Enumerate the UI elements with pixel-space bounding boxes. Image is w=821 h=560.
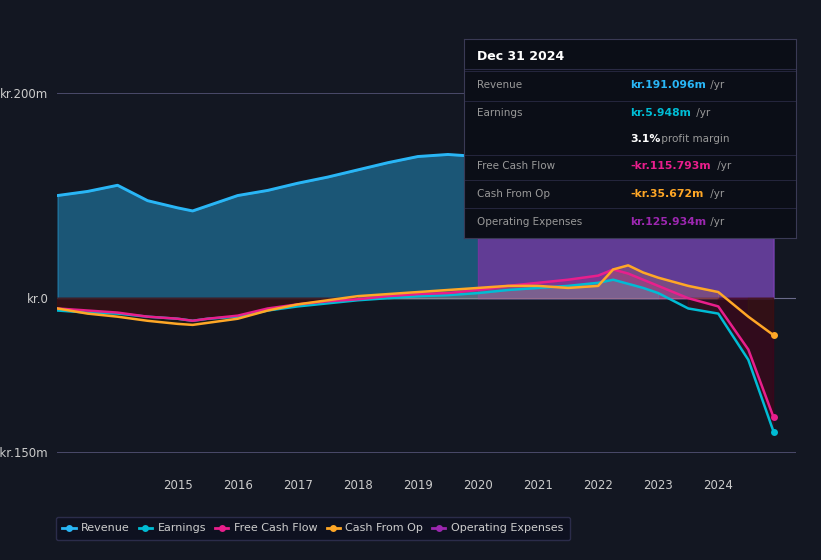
Text: Dec 31 2024: Dec 31 2024 (477, 50, 564, 63)
Legend: Revenue, Earnings, Free Cash Flow, Cash From Op, Operating Expenses: Revenue, Earnings, Free Cash Flow, Cash … (56, 517, 570, 540)
Text: -kr.35.672m: -kr.35.672m (631, 189, 704, 199)
Text: /yr: /yr (707, 217, 724, 227)
Point (767, 413, 780, 422)
Text: /yr: /yr (707, 80, 724, 90)
Point (767, 427, 780, 436)
Text: Revenue: Revenue (477, 80, 522, 90)
Point (767, 165, 780, 174)
Text: /yr: /yr (714, 161, 732, 171)
Text: Earnings: Earnings (477, 108, 523, 118)
Text: Operating Expenses: Operating Expenses (477, 217, 582, 227)
Point (767, 330, 780, 339)
Text: 3.1%: 3.1% (631, 134, 660, 143)
Text: kr.125.934m: kr.125.934m (631, 217, 706, 227)
Text: kr.5.948m: kr.5.948m (631, 108, 691, 118)
Text: -kr.115.793m: -kr.115.793m (631, 161, 711, 171)
Text: kr.191.096m: kr.191.096m (631, 80, 706, 90)
Point (767, 97, 780, 106)
Text: profit margin: profit margin (658, 134, 730, 143)
Text: /yr: /yr (707, 189, 724, 199)
Text: Cash From Op: Cash From Op (477, 189, 550, 199)
Text: Free Cash Flow: Free Cash Flow (477, 161, 555, 171)
Text: /yr: /yr (693, 108, 710, 118)
